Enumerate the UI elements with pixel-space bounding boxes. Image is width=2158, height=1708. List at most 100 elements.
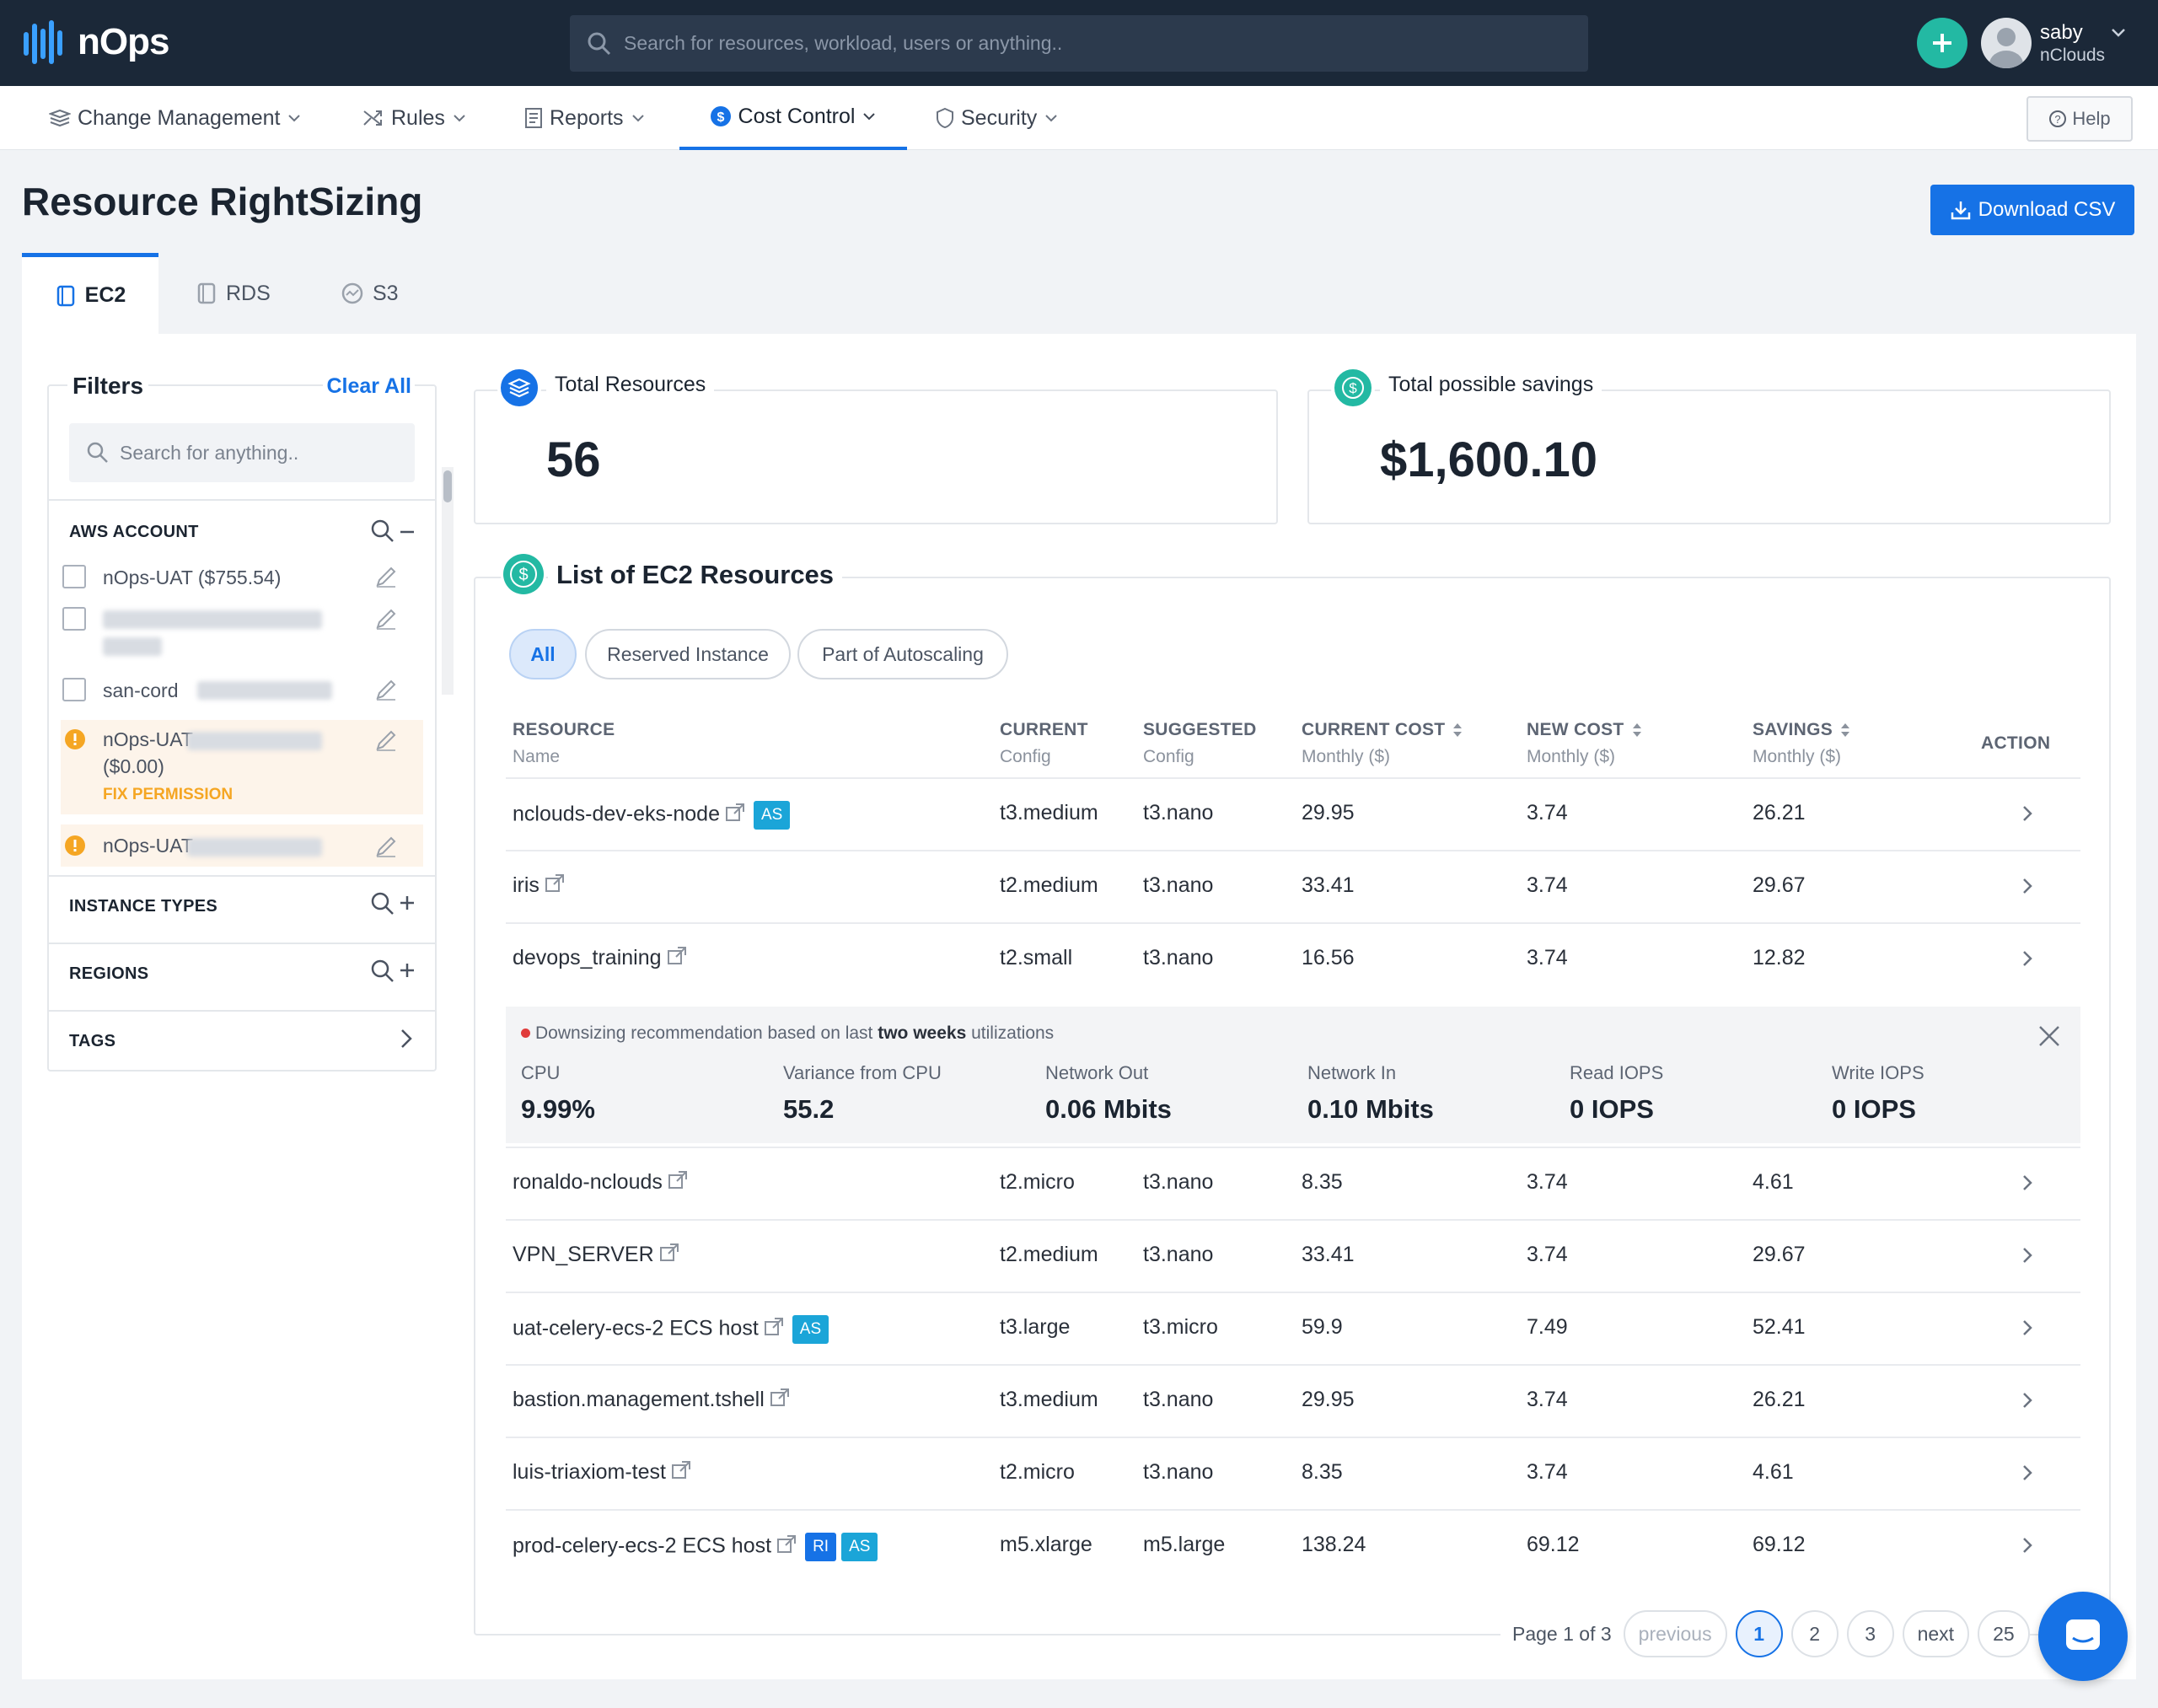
resource-name[interactable]: iris bbox=[513, 873, 540, 897]
table-row[interactable]: iris t2.medium t3.nano 33.41 3.74 29.67 bbox=[506, 850, 2080, 921]
accounts-scrollbar[interactable] bbox=[442, 467, 454, 695]
external-link-icon[interactable] bbox=[545, 873, 565, 894]
external-link-icon[interactable] bbox=[659, 1243, 679, 1263]
search-icon[interactable] bbox=[369, 890, 396, 917]
edit-icon[interactable] bbox=[374, 835, 398, 858]
instance-types-heading[interactable]: INSTANCE TYPES bbox=[69, 897, 218, 916]
resource-name[interactable]: prod-celery-ecs-2 ECS host bbox=[513, 1533, 772, 1558]
sort-icon[interactable] bbox=[1839, 722, 1851, 739]
account-checkbox[interactable] bbox=[62, 565, 86, 588]
table-row[interactable]: uat-celery-ecs-2 ECS host AS t3.large t3.mi… bbox=[506, 1292, 2080, 1362]
external-link-icon[interactable] bbox=[668, 1170, 688, 1190]
fix-permission-link[interactable]: FIX PERMISSION bbox=[103, 786, 234, 803]
search-icon[interactable] bbox=[369, 518, 396, 545]
chevron-right-icon[interactable] bbox=[2018, 1172, 2037, 1194]
chevron-right-icon[interactable] bbox=[2018, 875, 2037, 897]
filter-autoscaling-pill[interactable]: Part of Autoscaling bbox=[797, 629, 1008, 679]
chevron-right-icon[interactable] bbox=[2018, 803, 2037, 824]
current-cost-cell: 138.24 bbox=[1302, 1533, 1366, 1556]
chevron-right-icon[interactable] bbox=[2018, 1317, 2037, 1339]
filter-all-pill[interactable]: All bbox=[509, 629, 577, 679]
col-new-cost-header[interactable]: NEW COST bbox=[1527, 720, 1643, 740]
scrollbar-thumb[interactable] bbox=[443, 470, 452, 502]
global-search[interactable] bbox=[570, 15, 1588, 72]
expand-icon[interactable] bbox=[398, 894, 416, 912]
edit-icon[interactable] bbox=[374, 565, 398, 588]
resource-name[interactable]: nclouds-dev-eks-node bbox=[513, 802, 720, 826]
resource-name[interactable]: bastion.management.tshell bbox=[513, 1388, 765, 1411]
page-button-1[interactable]: 1 bbox=[1735, 1610, 1783, 1657]
next-page-button[interactable]: next bbox=[1902, 1610, 1970, 1657]
nav-cost-control[interactable]: $ Cost Control bbox=[679, 86, 907, 150]
chevron-down-icon[interactable] bbox=[2109, 24, 2128, 42]
account-item[interactable]: san-cord bbox=[62, 678, 438, 712]
close-icon[interactable] bbox=[2037, 1023, 2062, 1049]
resource-name[interactable]: VPN_SERVER bbox=[513, 1243, 654, 1266]
chevron-right-icon[interactable] bbox=[2018, 1244, 2037, 1266]
page-size-select[interactable]: 25 bbox=[1978, 1610, 2030, 1657]
account-item-warning[interactable]: nOps-UAT bbox=[61, 824, 423, 867]
chevron-right-icon[interactable] bbox=[2018, 948, 2037, 969]
add-button[interactable] bbox=[1917, 18, 1967, 68]
table-row[interactable]: luis-triaxiom-test t2.micro t3.nano 8.35 3.7… bbox=[506, 1437, 2080, 1507]
global-search-input[interactable] bbox=[624, 32, 1551, 55]
table-row[interactable]: VPN_SERVER t2.medium t3.nano 33.41 3.74 29.67 bbox=[506, 1219, 2080, 1290]
sort-icon[interactable] bbox=[1452, 722, 1463, 739]
page-button-2[interactable]: 2 bbox=[1790, 1610, 1839, 1657]
edit-icon[interactable] bbox=[374, 728, 398, 752]
chevron-right-icon[interactable] bbox=[2018, 1534, 2037, 1556]
edit-icon[interactable] bbox=[374, 678, 398, 701]
nav-rules[interactable]: Rules bbox=[362, 86, 467, 150]
page-button-3[interactable]: 3 bbox=[1846, 1610, 1894, 1657]
external-link-icon[interactable] bbox=[667, 946, 687, 966]
download-csv-button[interactable]: Download CSV bbox=[1930, 185, 2134, 235]
tags-heading[interactable]: TAGS bbox=[69, 1032, 116, 1050]
help-button[interactable]: ? Help bbox=[2026, 96, 2133, 142]
expand-icon[interactable] bbox=[398, 961, 416, 980]
avatar[interactable] bbox=[1981, 18, 2032, 68]
resource-name[interactable]: devops_training bbox=[513, 946, 662, 969]
previous-page-button[interactable]: previous bbox=[1623, 1610, 1727, 1657]
external-link-icon[interactable] bbox=[770, 1388, 790, 1408]
account-checkbox[interactable] bbox=[62, 678, 86, 701]
sort-icon[interactable] bbox=[1631, 722, 1643, 739]
account-item[interactable] bbox=[62, 607, 438, 666]
clear-all-link[interactable]: Clear All bbox=[323, 374, 415, 399]
account-checkbox[interactable] bbox=[62, 607, 86, 631]
nav-change-management[interactable]: Change Management bbox=[49, 86, 302, 150]
tab-ec2[interactable]: EC2 bbox=[22, 253, 158, 334]
resource-name[interactable]: luis-triaxiom-test bbox=[513, 1460, 666, 1484]
nav-reports[interactable]: Reports bbox=[524, 86, 646, 150]
table-row[interactable]: devops_training t2.small t3.nano 16.56 3.74 1… bbox=[506, 922, 2080, 993]
regions-heading[interactable]: REGIONS bbox=[69, 964, 149, 983]
resource-name[interactable]: uat-celery-ecs-2 ECS host bbox=[513, 1316, 759, 1340]
collapse-icon[interactable] bbox=[398, 523, 416, 541]
external-link-icon[interactable] bbox=[776, 1534, 797, 1555]
nops-logo[interactable]: nOps bbox=[22, 17, 169, 67]
account-item[interactable]: nOps-UAT ($755.54) bbox=[62, 565, 438, 599]
filter-reserved-instance-pill[interactable]: Reserved Instance bbox=[585, 629, 791, 679]
filter-search-input[interactable] bbox=[120, 441, 406, 465]
tab-rds[interactable]: RDS bbox=[196, 253, 271, 334]
table-row[interactable]: ronaldo-nclouds t2.micro t3.nano 8.35 3.74 4.… bbox=[506, 1147, 2080, 1217]
nav-security[interactable]: Security bbox=[936, 86, 1059, 150]
search-icon[interactable] bbox=[369, 958, 396, 985]
chat-widget-button[interactable] bbox=[2038, 1592, 2128, 1681]
col-current-cost-header[interactable]: CURRENT COST bbox=[1302, 720, 1463, 740]
external-link-icon[interactable] bbox=[671, 1460, 691, 1480]
chevron-right-icon[interactable] bbox=[2018, 1462, 2037, 1484]
edit-icon[interactable] bbox=[374, 607, 398, 631]
chevron-right-icon[interactable] bbox=[396, 1027, 416, 1050]
account-item-warning[interactable]: nOps-UAT ($0.00) FIX PERMISSION bbox=[61, 720, 423, 814]
resource-name[interactable]: ronaldo-nclouds bbox=[513, 1170, 663, 1194]
table-row[interactable]: prod-celery-ecs-2 ECS host RI AS m5.xlarge m… bbox=[506, 1509, 2080, 1580]
chevron-right-icon[interactable] bbox=[2018, 1389, 2037, 1411]
col-savings-header[interactable]: SAVINGS bbox=[1753, 720, 1851, 740]
table-row[interactable]: bastion.management.tshell t3.medium t3.nan… bbox=[506, 1364, 2080, 1435]
user-name[interactable]: saby bbox=[2040, 21, 2083, 44]
filter-search[interactable] bbox=[69, 423, 415, 482]
external-link-icon[interactable] bbox=[725, 803, 745, 823]
table-row[interactable]: nclouds-dev-eks-node AS t3.medium t3.nano 29… bbox=[506, 777, 2080, 848]
tab-s3[interactable]: S3 bbox=[341, 253, 399, 334]
external-link-icon[interactable] bbox=[764, 1317, 784, 1337]
